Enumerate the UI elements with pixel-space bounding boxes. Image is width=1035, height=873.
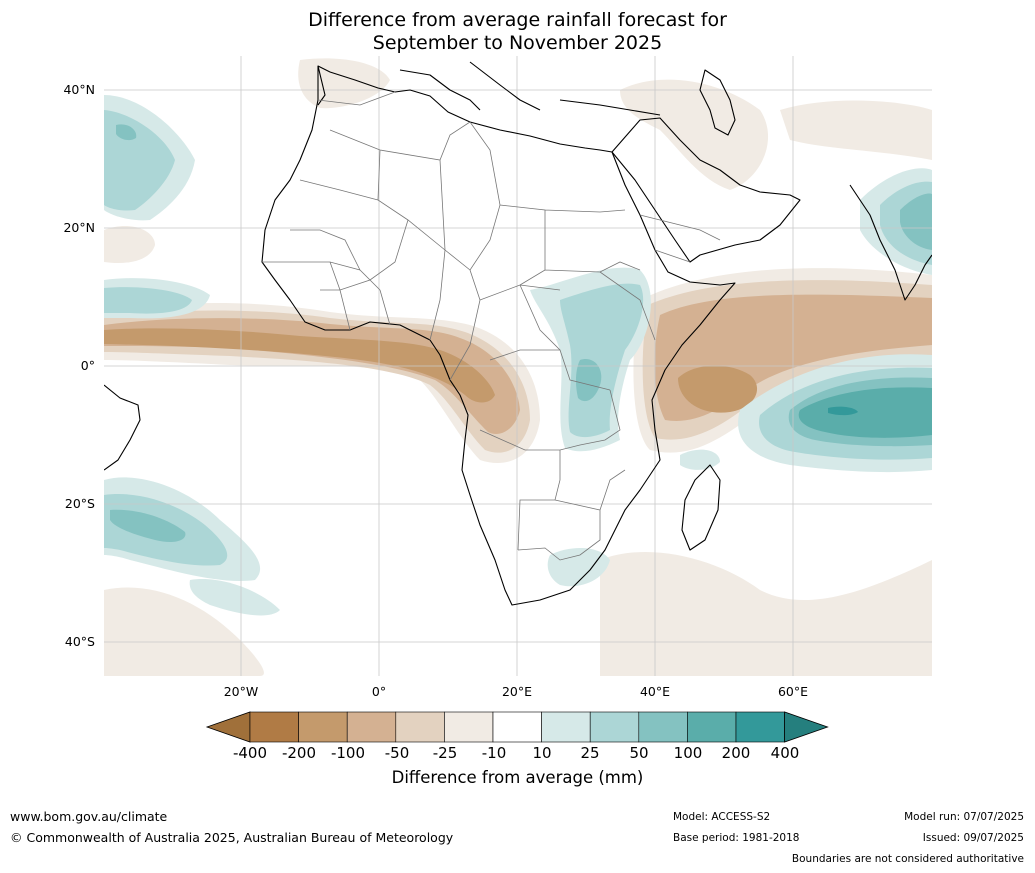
wet-southern-africa (547, 548, 610, 587)
dry-south-indian (600, 551, 932, 676)
footer-url[interactable]: www.bom.gov.au/climate (10, 809, 168, 824)
lon-label-40e: 40°E (639, 684, 671, 699)
footer-model-run: Model run: 07/07/2025 (904, 811, 1024, 823)
dry-south-atlantic (104, 587, 264, 676)
europe-coastline (317, 61, 661, 116)
dry-atlantic-west (104, 225, 155, 264)
wet-north-atlantic-3 (116, 124, 137, 141)
colorbar-tick: 400 (770, 744, 800, 762)
lat-label-40s: 40°S (64, 634, 95, 649)
colorbar-tick: 100 (673, 744, 703, 762)
wet-south-atlantic-far (189, 579, 280, 616)
lat-label-20s: 20°S (64, 496, 95, 511)
africa-coastline (261, 65, 736, 606)
colorbar-segment (687, 711, 737, 743)
colorbar-segment (492, 711, 542, 743)
lon-label-0: 0° (371, 684, 387, 699)
dry-middle-east (620, 79, 769, 190)
colorbar-tick: 200 (721, 744, 751, 762)
wet-south-indian-ocean-4 (798, 387, 932, 438)
colorbar-segment (735, 711, 785, 743)
wet-atlantic-itcz-2 (104, 287, 192, 314)
colorbar-segment (638, 711, 688, 743)
footer-disclaimer: Boundaries are not considered authoritat… (791, 853, 1024, 865)
dry-band-indian-ocean-4 (678, 365, 758, 413)
colorbar-segment (541, 711, 591, 743)
footer-issued: Issued: 09/07/2025 (922, 832, 1024, 844)
colorbar-segment (395, 711, 445, 743)
map-title: Difference from average rainfall forecas… (0, 9, 1035, 55)
lon-label-60e: 60°E (777, 684, 809, 699)
colorbar-segment (346, 711, 397, 743)
colorbar-tick: -100 (330, 744, 366, 762)
colorbar-title: Difference from average (mm) (391, 768, 644, 787)
dry-north-mediterranean (298, 58, 390, 109)
wet-south-indian-ocean-5 (828, 406, 858, 416)
arabia-coastline (611, 117, 801, 263)
wet-south-atlantic-3 (110, 509, 186, 543)
colorbar-tick: -10 (481, 744, 507, 762)
madagascar-coastline (681, 464, 721, 551)
title-line-2: September to November 2025 (372, 32, 663, 54)
lon-label-20w: 20°W (223, 684, 259, 699)
lat-label-40n: 40°N (63, 82, 95, 97)
caspian-coastline (699, 69, 736, 136)
colorbar-tick: 50 (629, 744, 649, 762)
lat-label-20n: 20°N (63, 220, 95, 235)
colorbar-tick: -25 (432, 744, 458, 762)
footer-base-period: Base period: 1981-2018 (673, 832, 800, 844)
colorbar-arrow-min (205, 711, 251, 743)
colorbar-tick: -50 (384, 744, 410, 762)
wet-anomaly-regions (104, 95, 932, 616)
colorbar-segment (589, 711, 640, 743)
colorbar-segment (444, 711, 494, 743)
map-area (104, 56, 932, 676)
colorbar-tick: 10 (532, 744, 552, 762)
lon-label-20e: 20°E (501, 684, 533, 699)
colorbar-tick: -400 (232, 744, 268, 762)
colorbar-segment (298, 711, 348, 743)
country-borders (262, 91, 721, 561)
graticule (104, 56, 932, 676)
colorbar-tick: -200 (281, 744, 317, 762)
wet-east-africa-3 (575, 359, 602, 402)
dry-north-east (780, 100, 932, 160)
colorbar-arrow-max (784, 711, 829, 743)
colorbar-tick: 25 (580, 744, 600, 762)
footer-model: Model: ACCESS-S2 (673, 811, 771, 823)
title-line-1: Difference from average rainfall forecas… (308, 9, 727, 31)
coastlines (104, 61, 932, 606)
dry-band-atlantic-4 (104, 328, 495, 403)
footer-copyright: © Commonwealth of Australia 2025, Austra… (10, 830, 454, 845)
india-coastline (849, 184, 932, 301)
lat-label-0: 0° (80, 358, 95, 373)
colorbar-segment (249, 711, 299, 743)
wet-arabian-sea-3 (900, 193, 932, 250)
dry-anomaly-regions (104, 58, 932, 676)
south-america-coastline (104, 384, 141, 471)
colorbar (205, 711, 829, 743)
